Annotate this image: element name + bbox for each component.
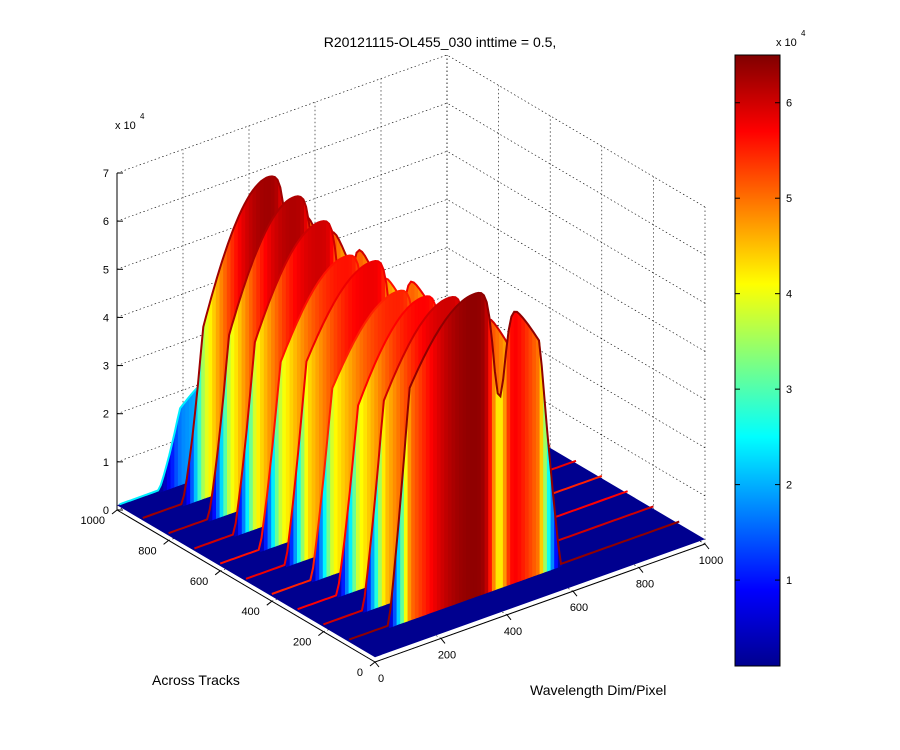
z-tick-label: 4 xyxy=(103,312,109,324)
z-tick-label: 2 xyxy=(103,409,109,421)
surface-facet xyxy=(282,347,287,545)
z-tick-label: 0 xyxy=(103,505,109,517)
colorbar-exponent-base: x 10 xyxy=(776,37,797,49)
x-axis-ticks: 0 200 400 600 800 1000 xyxy=(374,543,723,685)
z-exponent-base: x 10 xyxy=(115,120,136,132)
surface-facet xyxy=(521,315,526,581)
y-tick-label: 200 xyxy=(293,637,311,649)
surface-facet xyxy=(407,383,412,622)
z-tick-label: 5 xyxy=(103,264,109,276)
y-tick-label: 600 xyxy=(190,576,208,588)
surface-facet xyxy=(256,326,261,529)
surface-facet xyxy=(381,395,387,607)
surface-facet xyxy=(418,359,423,618)
surface-facet xyxy=(510,311,515,585)
ridge-crest xyxy=(348,291,680,641)
x-tick-label: 400 xyxy=(504,626,522,638)
surface-facet xyxy=(359,391,364,590)
colorbar-ticks: 1 2 3 4 5 6 xyxy=(735,98,792,587)
colorbar-tick-label: 1 xyxy=(786,575,792,587)
x-tick-label: 0 xyxy=(378,673,384,685)
surface-facet xyxy=(447,310,453,608)
colorbar-tick-label: 4 xyxy=(786,289,792,301)
surface-facet xyxy=(311,339,317,559)
surface-facet xyxy=(411,375,416,621)
y-axis-label: Across Tracks xyxy=(152,672,240,688)
z-tick-label: 7 xyxy=(103,168,109,180)
surface-facet xyxy=(444,315,449,609)
surface-facet xyxy=(260,315,265,528)
surface-facet xyxy=(532,329,537,577)
x-tick-label: 1000 xyxy=(699,555,723,567)
surface-facet xyxy=(513,311,519,584)
surface-facet xyxy=(495,380,500,590)
surface-facet xyxy=(524,319,530,580)
colorbar-tick-label: 2 xyxy=(786,480,792,492)
surface-facet xyxy=(234,304,239,513)
surface-facet xyxy=(480,292,486,596)
surface-facet xyxy=(440,320,445,610)
surface-facet xyxy=(208,293,213,498)
z-tick-label: 1 xyxy=(103,457,109,469)
y-tick-label: 1000 xyxy=(81,515,105,527)
surface-facet xyxy=(455,303,460,605)
surface-facet xyxy=(488,311,493,593)
surface-facet xyxy=(433,331,438,613)
z-axis-ticks: 0 1 2 3 4 5 6 7 xyxy=(103,168,123,517)
surface-facet xyxy=(451,306,456,606)
surface-facet xyxy=(528,324,533,579)
colorbar-exponent-power: 4 xyxy=(801,29,806,38)
surface-facet xyxy=(363,381,368,589)
surface-facet xyxy=(333,375,339,575)
x-axis-label: Wavelength Dim/Pixel xyxy=(530,682,666,698)
y-tick-label: 800 xyxy=(138,545,156,557)
surface-facet xyxy=(429,338,434,614)
surface-facet xyxy=(517,311,522,583)
colorbar xyxy=(734,54,781,667)
surface-facet xyxy=(181,400,186,485)
surface-facet xyxy=(466,295,471,601)
surface-facet xyxy=(414,367,420,619)
y-tick-label: 0 xyxy=(357,667,363,679)
surface-facet xyxy=(230,316,235,514)
surface-facet xyxy=(499,379,504,589)
surface xyxy=(117,175,705,658)
surface-facet xyxy=(389,378,394,604)
surface-facet xyxy=(506,319,511,587)
surface-facet xyxy=(337,367,342,574)
surface-facet xyxy=(385,386,390,605)
surface-facet xyxy=(473,292,478,598)
surface-facet xyxy=(462,297,467,602)
surface-facet xyxy=(425,345,431,615)
y-axis-ticks: 0 200 400 600 800 1000 xyxy=(81,509,376,679)
surface-facet xyxy=(278,357,283,546)
y-tick-label: 400 xyxy=(241,606,259,618)
surface-facet xyxy=(484,296,489,594)
x-tick-label: 800 xyxy=(636,579,654,591)
surface-facet xyxy=(304,357,309,561)
surface-facet xyxy=(330,383,335,576)
surface-ridge xyxy=(348,291,680,641)
colorbar-tick-label: 6 xyxy=(786,98,792,110)
x-tick-label: 200 xyxy=(438,649,456,661)
surface-facet xyxy=(469,293,475,600)
colorbar-tick-label: 5 xyxy=(786,193,792,205)
surface-facet xyxy=(307,348,313,560)
colorbar-tick-label: 3 xyxy=(786,384,792,396)
x-tick-label: 600 xyxy=(570,602,588,614)
surface-facet xyxy=(535,335,541,576)
surface-facet xyxy=(477,292,482,597)
chart-title: R20121115-OL455_030 inttime = 0.5, xyxy=(324,34,557,50)
surface-facet xyxy=(422,352,427,617)
z-tick-label: 3 xyxy=(103,361,109,373)
surface-facet xyxy=(458,299,464,604)
z-exponent-power: 4 xyxy=(140,112,145,121)
surface-facet xyxy=(285,338,291,543)
surface-facet xyxy=(204,306,210,499)
surface-facet xyxy=(436,325,442,611)
z-tick-label: 6 xyxy=(103,216,109,228)
